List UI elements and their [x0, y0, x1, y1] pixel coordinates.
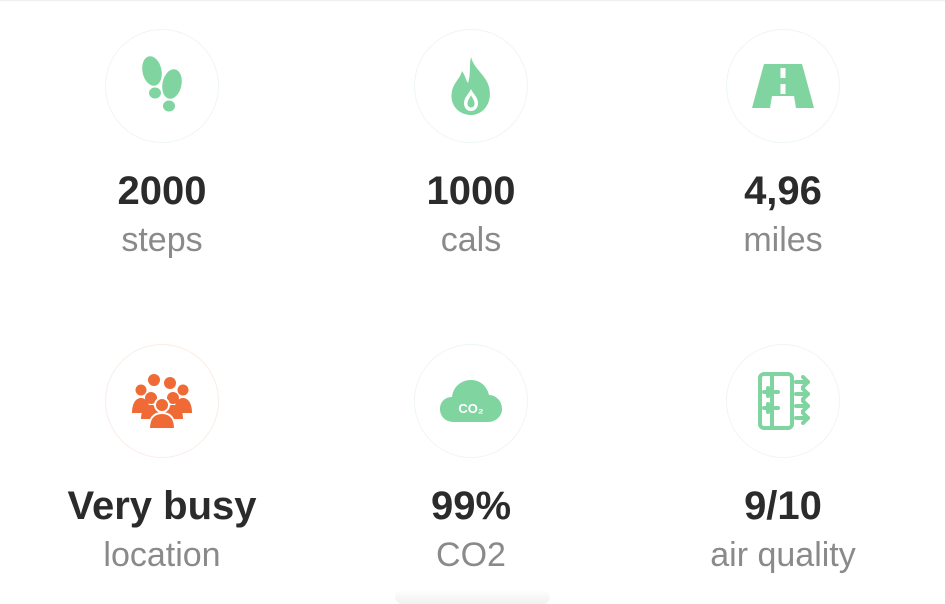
stat-value: 2000 [117, 169, 207, 213]
stat-miles: 4,96 miles [663, 29, 903, 261]
icon-circle-co2: CO₂ [414, 344, 528, 458]
bottom-handle [395, 590, 550, 604]
stat-steps: 2000 steps [42, 29, 282, 261]
stat-label: location [103, 536, 221, 574]
stat-label: air quality [710, 536, 856, 574]
stat-label: miles [743, 221, 823, 259]
co2-cloud-icon: CO₂ [440, 380, 502, 422]
stat-value: 99% [430, 484, 512, 528]
stat-value: 9/10 [744, 484, 822, 528]
stat-co2: CO₂ 99% CO2 [351, 344, 591, 576]
stat-label: cals [440, 221, 502, 259]
crowd-icon [132, 374, 192, 429]
stat-value: 4,96 [744, 169, 822, 213]
air-filter-icon [758, 372, 810, 430]
icon-circle-steps [105, 29, 219, 143]
top-divider [0, 0, 945, 2]
stat-label: CO2 [436, 536, 506, 574]
stat-location: Very busy location [42, 344, 282, 576]
stat-calories: 1000 cals [351, 29, 591, 261]
stat-air-quality: 9/10 air quality [663, 344, 903, 576]
stat-label: steps [121, 221, 203, 259]
icon-circle-miles [726, 29, 840, 143]
co2-icon-text: CO₂ [458, 401, 484, 416]
road-icon [752, 64, 814, 108]
icon-circle-calories [414, 29, 528, 143]
footprints-icon [142, 56, 182, 112]
icon-circle-air-quality [726, 344, 840, 458]
flame-icon [451, 57, 490, 115]
stat-value: Very busy [67, 484, 257, 528]
icon-circle-location [105, 344, 219, 458]
stat-value: 1000 [426, 169, 516, 213]
